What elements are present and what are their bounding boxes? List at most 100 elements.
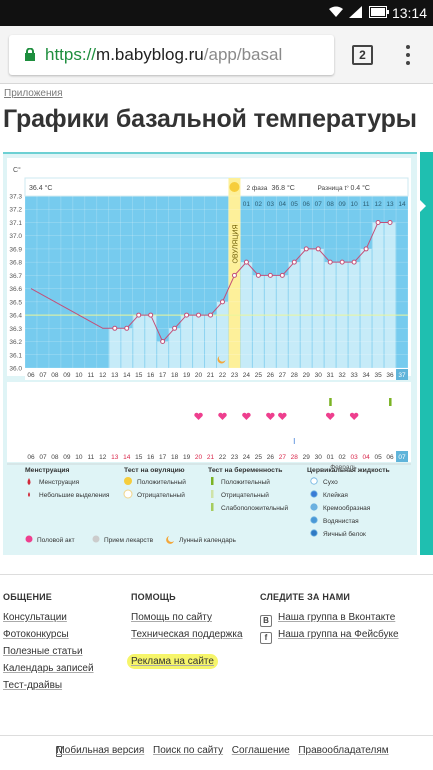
footer-link-calendar[interactable]: Календарь записей: [3, 663, 94, 674]
phase2-day-label: 08: [327, 201, 335, 208]
footer-link-photocontests[interactable]: Фотоконкурсы: [3, 629, 69, 640]
temperature-point: [124, 325, 130, 331]
link-copyright[interactable]: Правообладателям: [298, 745, 389, 756]
calendar-day-label: 17: [159, 454, 167, 461]
phase2-day-label: 14: [398, 201, 406, 208]
current-day-marker: [396, 451, 408, 462]
day-axis-band: [25, 368, 408, 380]
footer-follow: СЛЕДИТЕ ЗА НАМИ B Наша группа в Вконтакт…: [260, 592, 399, 646]
temperature-bar: [205, 315, 216, 368]
heart-icon: [278, 412, 287, 420]
day-label: 23: [231, 372, 239, 379]
day-label: 27: [279, 372, 287, 379]
day-label: 19: [183, 372, 191, 379]
calendar-day-label: 08: [51, 454, 59, 461]
calendar-day-label: 11: [87, 454, 94, 461]
cervical-fluid-icon: [310, 490, 318, 498]
legend-item: Небольшие выделения: [39, 491, 110, 499]
temperature-point: [112, 325, 118, 331]
phase2-value: 36.8 °C: [271, 184, 294, 192]
calendar-day-label: 30: [315, 454, 323, 461]
calendar-day-label: 28: [291, 454, 299, 461]
day-label: 33: [351, 372, 359, 379]
cervical-fluid-icon: [310, 529, 318, 537]
heart-icon: [349, 412, 359, 420]
divider: [0, 574, 433, 575]
y-tick-label: 36.6: [9, 286, 22, 293]
temperature-point: [219, 299, 225, 305]
calendar-day-label: 27: [279, 454, 287, 461]
temperature-bar: [300, 248, 312, 368]
heart-icon: [218, 412, 227, 420]
y-tick-label: 37.1: [9, 220, 22, 227]
legend-title-cervical: Цервикальная жидкость: [307, 467, 390, 474]
legend-item: Положительный: [137, 478, 186, 486]
cervical-fluid-icon: [310, 516, 318, 524]
day-label: 17: [159, 372, 167, 379]
ovulation-negative-icon: [123, 489, 133, 499]
pregnancy-positive-icon: [211, 477, 214, 485]
calendar-day-label: 07: [398, 454, 406, 461]
calendar-day-label: 04: [362, 454, 370, 461]
footer-link-consultations[interactable]: Консультации: [3, 612, 67, 623]
day-label: 07: [39, 372, 47, 379]
day-label: 16: [147, 372, 155, 379]
day-label: 13: [111, 372, 119, 379]
ovulation-positive-icon: [124, 477, 132, 485]
temperature-point: [208, 312, 214, 318]
temperature-point: [255, 272, 261, 278]
footer-link-tech-support[interactable]: Техническая поддержка: [131, 629, 243, 640]
y-axis-label: C°: [13, 166, 21, 174]
calendar-day-label: 01: [327, 454, 335, 461]
footer-link-vk[interactable]: Наша группа в Вконтакте: [278, 612, 396, 623]
footer-link-articles[interactable]: Полезные статьи: [3, 646, 83, 657]
fb-link-row[interactable]: f Наша группа на Фейсбуке: [260, 629, 399, 646]
legend-title-pregnancy-test: Тест на беременность: [208, 466, 282, 474]
ovulation-sun-icon: [229, 182, 240, 192]
link-site-search[interactable]: Поиск по сайту: [153, 745, 224, 756]
temperature-bar: [157, 341, 169, 368]
overflow-menu-icon[interactable]: [401, 43, 415, 67]
footer-link-testdrives[interactable]: Тест-драйвы: [3, 680, 63, 691]
footer-link-advertising[interactable]: Реклама на сайте: [127, 654, 243, 673]
calendar-day-label: 03: [351, 454, 359, 461]
phase2-day-label: 06: [303, 201, 311, 208]
vk-link-row[interactable]: B Наша группа в Вконтакте: [260, 612, 399, 629]
address-bar[interactable]: https://m.babyblog.ru/app/basal: [9, 35, 334, 75]
lock-icon: [25, 48, 35, 61]
day-label: 37: [398, 372, 406, 379]
diff-label: Разница t°: [317, 184, 349, 192]
temperature-bar: [264, 275, 276, 368]
temperature-point: [279, 272, 285, 278]
day-label: 15: [135, 372, 143, 379]
temperature-bar: [193, 315, 205, 368]
day-label: 08: [51, 372, 59, 379]
calendar-day-label: 15: [135, 454, 143, 461]
chevron-right-icon[interactable]: [420, 200, 426, 212]
link-agreement[interactable]: Соглашение: [231, 745, 290, 756]
temperature-bar: [360, 248, 372, 368]
heart-icon: [242, 412, 251, 420]
temperature-point: [363, 246, 369, 252]
browser-toolbar: https://m.babyblog.ru/app/basal 2: [0, 26, 433, 84]
side-scroll-tab[interactable]: [420, 152, 433, 555]
breadcrumb[interactable]: Приложения: [4, 88, 63, 99]
y-tick-label: 36.7: [9, 273, 22, 280]
footer-link-fb[interactable]: Наша группа на Фейсбуке: [278, 629, 399, 640]
temperature-point: [303, 246, 309, 252]
temperature-point: [148, 312, 154, 318]
tab-switcher-button[interactable]: 2: [352, 45, 373, 65]
temperature-point: [136, 312, 142, 318]
footer-link-site-help[interactable]: Помощь по сайту: [131, 612, 212, 623]
footer-heading: СЛЕДИТЕ ЗА НАМИ: [260, 592, 351, 602]
footer-help: ПОМОЩЬ Помощь по сайту Техническая подде…: [127, 592, 243, 673]
calendar-day-label: 26: [267, 454, 275, 461]
temperature-point: [291, 259, 297, 265]
chart-container: ОВУЛЯЦИЯ 37.3 37.2 37.1 37.0 36.9 36.8 36.7 36.6…: [3, 152, 417, 555]
pregnancy-negative-icon: [211, 490, 214, 498]
temperature-point: [243, 259, 249, 265]
legend-item: Водянистая: [323, 518, 359, 525]
temperature-point: [267, 272, 273, 278]
footer-general: ОБЩЕНИЕ Консультации Фотоконкурсы Полезн…: [3, 592, 94, 697]
link-mobile-version[interactable]: Мобильная версия: [56, 745, 145, 756]
